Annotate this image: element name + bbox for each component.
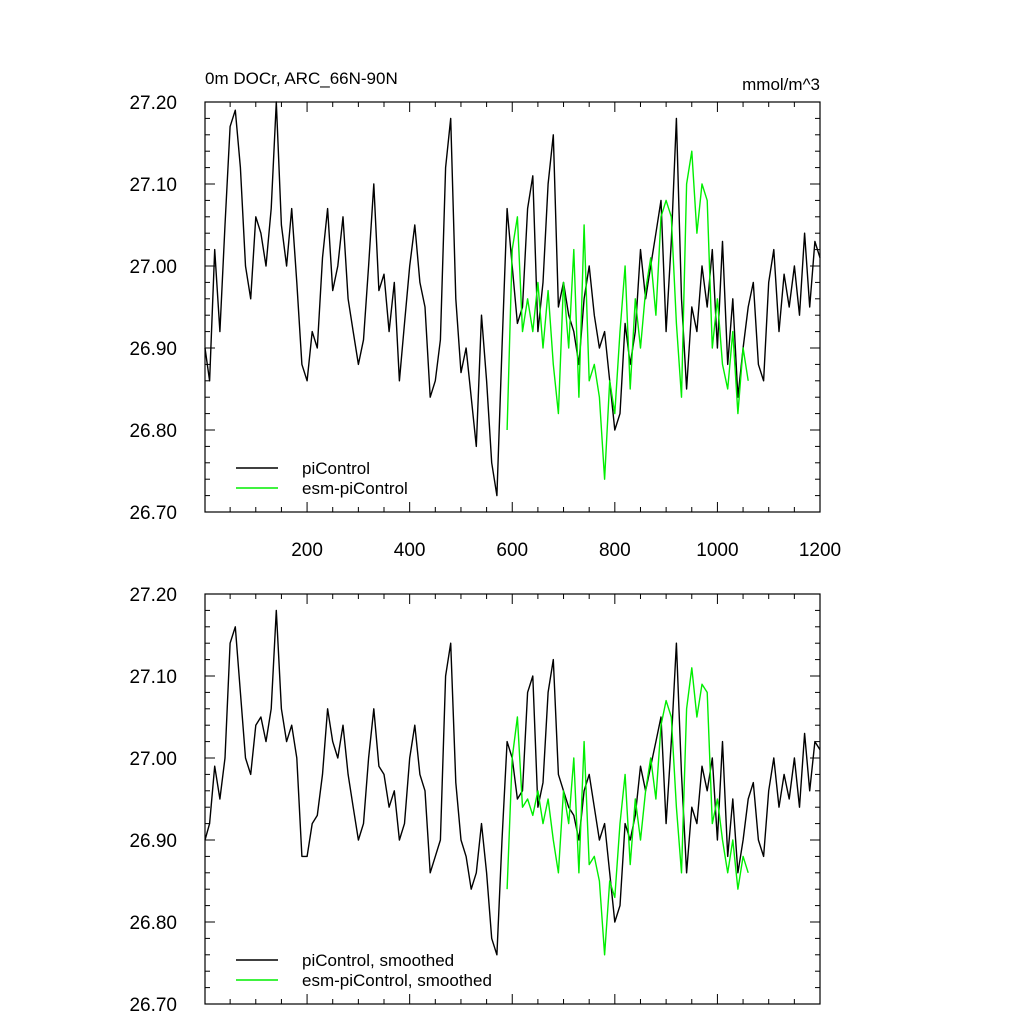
y-tick-label: 27.20 xyxy=(129,93,177,114)
y-tick-label: 27.00 xyxy=(129,749,177,770)
series-line-1 xyxy=(204,101,821,497)
legend-label-2: esm-piControl, smoothed xyxy=(302,971,492,990)
x-tick-label: 800 xyxy=(599,540,631,561)
y-tick-label: 26.90 xyxy=(129,339,177,360)
y-tick-label: 27.10 xyxy=(129,175,177,196)
y-tick-label: 26.70 xyxy=(129,995,177,1016)
x-tick-label: 400 xyxy=(394,540,426,561)
legend-label-1: piControl xyxy=(302,459,370,478)
x-tick-label: 1000 xyxy=(696,540,738,561)
series-line-2 xyxy=(506,150,749,480)
x-tick-label: 200 xyxy=(291,540,323,561)
x-tick-label: 1200 xyxy=(799,540,841,561)
y-tick-label: 26.80 xyxy=(129,421,177,442)
x-tick-label: 600 xyxy=(496,540,528,561)
series-line-2 xyxy=(506,667,749,956)
plot-frame-2 xyxy=(204,593,821,1005)
plot-frame-1 xyxy=(204,101,821,513)
y-tick-label: 26.80 xyxy=(129,913,177,934)
legend-label-2: esm-piControl xyxy=(302,479,408,498)
y-tick-label: 26.90 xyxy=(129,831,177,852)
y-tick-label: 27.20 xyxy=(129,585,177,606)
y-tick-label: 27.00 xyxy=(129,257,177,278)
y-tick-label: 26.70 xyxy=(129,503,177,524)
series-line-1 xyxy=(204,609,821,956)
y-tick-label: 27.10 xyxy=(129,667,177,688)
chart-units: mmol/m^3 xyxy=(742,75,820,94)
chart-title: 0m DOCr, ARC_66N-90N xyxy=(205,69,398,88)
legend-label-1: piControl, smoothed xyxy=(302,951,454,970)
